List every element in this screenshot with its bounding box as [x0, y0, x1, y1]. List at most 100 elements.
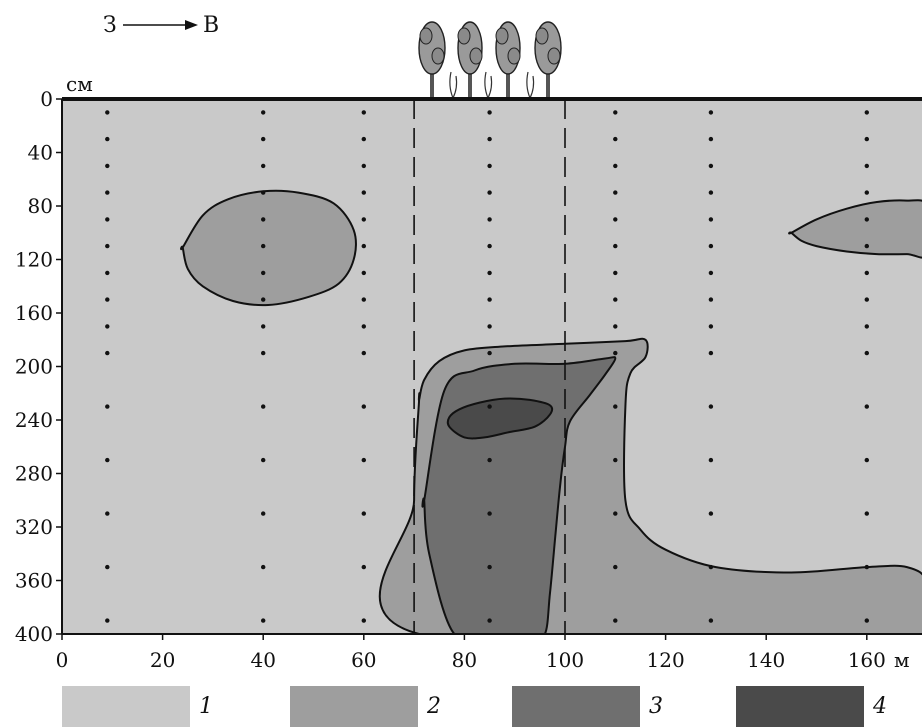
shrub-icon [484, 71, 493, 99]
sample-point [613, 618, 618, 623]
sample-point [487, 110, 492, 115]
sample-point [261, 404, 266, 409]
sample-point [261, 136, 266, 142]
sample-point [487, 618, 492, 623]
sample-point [487, 136, 492, 142]
tree-trunk [546, 62, 550, 98]
sample-point [708, 511, 714, 516]
sample-point [261, 511, 266, 516]
sample-point [864, 618, 869, 623]
sample-point [708, 136, 714, 142]
legend-swatch-3 [512, 686, 640, 727]
legend-label-1: 1 [199, 694, 213, 719]
sample-point [105, 190, 110, 195]
sample-point [708, 243, 714, 249]
sample-point [708, 190, 714, 195]
legend-label-2: 2 [426, 694, 441, 719]
sample-point [864, 217, 869, 222]
sample-point [487, 217, 492, 222]
sample-point [613, 457, 618, 463]
sample-point [487, 190, 492, 195]
sample-point [261, 297, 266, 302]
y-tick-label: 360 [15, 569, 53, 593]
sample-point [261, 350, 266, 356]
sample-point [864, 324, 869, 329]
tree-crown-lobe [495, 27, 509, 45]
tree-crown-lobe [535, 27, 549, 45]
x-tick-label: 80 [452, 648, 477, 672]
legend-swatch-4 [736, 686, 864, 727]
sample-point [613, 243, 618, 249]
sample-point [613, 350, 618, 356]
sample-point [261, 190, 266, 195]
sample-point [361, 511, 366, 516]
sample-point [261, 243, 266, 249]
sample-point [361, 136, 366, 142]
sample-point [361, 190, 366, 195]
y-tick-label: 400 [15, 622, 53, 646]
zone-class-2-0 [180, 189, 357, 307]
x-tick-label: 20 [150, 648, 175, 672]
sample-point [613, 110, 618, 115]
sample-point [487, 564, 492, 570]
sample-point [105, 324, 110, 329]
y-tick-label: 160 [15, 301, 53, 325]
direction-arrow-head [185, 20, 198, 30]
sample-point [105, 297, 110, 302]
sample-point [487, 404, 492, 409]
tree-trunk [430, 62, 434, 98]
sample-point [708, 217, 714, 222]
sample-point [487, 297, 492, 302]
sample-point [361, 297, 366, 302]
y-tick-label: 280 [15, 462, 53, 486]
sample-point [361, 564, 366, 570]
sample-point [864, 511, 869, 516]
sample-point [261, 110, 266, 115]
sample-point [708, 270, 714, 276]
sample-point [708, 297, 714, 302]
sample-points [105, 110, 869, 623]
sample-point [361, 618, 366, 623]
sample-point [708, 163, 714, 169]
legend-label-3: 3 [649, 694, 663, 719]
x-tick-label: 140 [747, 648, 785, 672]
sample-point [361, 457, 366, 463]
sample-point [261, 217, 266, 222]
y-axis-ticks: 0 40 80 120 160 200 240 280 320 360 400 [15, 87, 62, 646]
sample-point [864, 110, 869, 115]
sample-point [613, 270, 618, 276]
direction-to-label: В [203, 13, 219, 38]
legend-label-4: 4 [872, 694, 887, 719]
tree-icon [418, 21, 446, 98]
tree-icon [534, 21, 562, 98]
forest-belt-trees [418, 21, 562, 99]
sample-point [613, 136, 618, 142]
sample-point [105, 404, 110, 409]
sample-point [487, 270, 492, 276]
sample-point [105, 457, 110, 463]
sample-point [105, 511, 110, 516]
tree-trunk [506, 62, 510, 98]
y-tick-label: 200 [15, 355, 53, 379]
sample-point [487, 350, 492, 356]
sample-point [105, 217, 110, 222]
sample-point [105, 618, 110, 623]
x-tick-label: 120 [647, 648, 685, 672]
sample-point [864, 190, 869, 195]
sample-point [261, 618, 266, 623]
tree-crown-lobe [431, 47, 445, 65]
sample-point [105, 110, 110, 115]
sample-point [613, 511, 618, 516]
tree-icon [495, 21, 521, 98]
sample-point [708, 564, 714, 570]
tree-crown-lobe [507, 47, 521, 65]
x-unit-label: м [894, 648, 910, 672]
tree-crown-lobe [547, 47, 561, 65]
sample-point [261, 324, 266, 329]
x-tick-label: 0 [56, 648, 69, 672]
sample-point [613, 190, 618, 195]
x-tick-label: 60 [351, 648, 376, 672]
zone-class-2-1 [788, 199, 922, 259]
sample-point [361, 243, 366, 249]
